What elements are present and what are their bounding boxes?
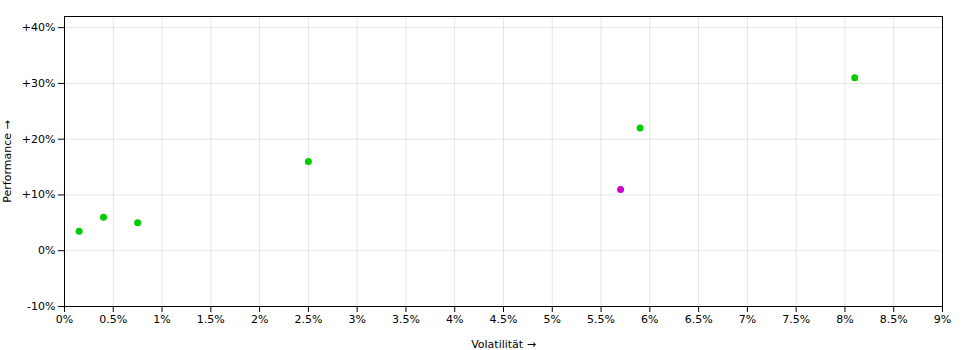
svg-text:2.5%: 2.5% [294, 313, 322, 326]
svg-text:7%: 7% [739, 313, 756, 326]
svg-text:8%: 8% [836, 313, 853, 326]
svg-text:-10%: -10% [27, 300, 55, 313]
svg-text:5%: 5% [544, 313, 561, 326]
svg-text:3.5%: 3.5% [392, 313, 420, 326]
svg-text:4.5%: 4.5% [490, 313, 518, 326]
svg-text:9%: 9% [934, 313, 951, 326]
svg-text:2%: 2% [251, 313, 268, 326]
svg-text:5.5%: 5.5% [587, 313, 615, 326]
svg-text:Performance →: Performance → [1, 120, 14, 202]
svg-text:0%: 0% [56, 313, 73, 326]
svg-text:6.5%: 6.5% [685, 313, 713, 326]
svg-text:0%: 0% [38, 244, 55, 257]
svg-text:6%: 6% [641, 313, 658, 326]
svg-text:8.5%: 8.5% [880, 313, 908, 326]
svg-text:1.5%: 1.5% [197, 313, 225, 326]
svg-text:1%: 1% [153, 313, 170, 326]
svg-text:4%: 4% [446, 313, 463, 326]
svg-text:+20%: +20% [22, 133, 56, 146]
svg-text:Volatilität →: Volatilität → [471, 338, 536, 350]
svg-text:7.5%: 7.5% [782, 313, 810, 326]
svg-text:+10%: +10% [22, 188, 56, 201]
svg-text:+30%: +30% [22, 77, 56, 90]
svg-text:+40%: +40% [22, 21, 56, 34]
svg-text:3%: 3% [348, 313, 365, 326]
svg-text:0.5%: 0.5% [99, 313, 127, 326]
